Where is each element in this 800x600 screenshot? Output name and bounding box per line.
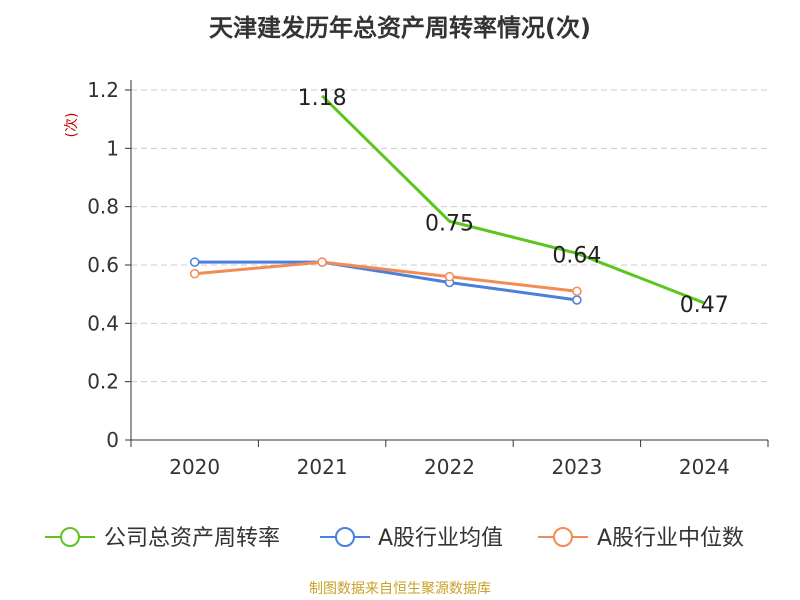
- data-point: [572, 295, 582, 305]
- x-tick-label: 2023: [551, 455, 602, 479]
- y-tick-label: 0.2: [87, 370, 119, 394]
- data-point: [189, 269, 200, 279]
- series-line-2: [194, 260, 578, 293]
- series-line-0: [321, 94, 705, 305]
- x-tick-label: 2022: [424, 455, 475, 479]
- data-label: 0.47: [680, 293, 729, 318]
- legend-marker: [60, 527, 80, 547]
- data-point: [189, 257, 200, 267]
- y-tick-label: 0: [106, 428, 119, 452]
- legend-label: 公司总资产周转率: [104, 526, 280, 551]
- legend-marker: [553, 527, 573, 547]
- data-point: [444, 271, 455, 282]
- data-point: [572, 286, 582, 296]
- y-tick-label: 1: [106, 136, 119, 160]
- legend-label: A股行业均值: [378, 526, 503, 551]
- legend-label: A股行业中位数: [597, 526, 744, 551]
- data-point: [317, 257, 327, 267]
- x-tick-label: 2020: [169, 455, 220, 479]
- series-line-1: [194, 260, 578, 302]
- source-footer: 制图数据来自恒生聚源数据库: [309, 581, 491, 597]
- data-label: 1.18: [298, 86, 347, 111]
- x-tick-label: 2024: [679, 455, 730, 479]
- data-label: 0.64: [552, 243, 601, 268]
- y-tick-label: 0.8: [87, 195, 119, 219]
- data-label: 0.75: [425, 211, 474, 236]
- chart-title: 天津建发历年总资产周转率情况(次): [209, 14, 591, 42]
- x-tick-label: 2021: [297, 455, 348, 479]
- y-axis-label: (次): [64, 113, 80, 138]
- y-tick-label: 1.2: [87, 78, 119, 102]
- legend-marker: [335, 527, 355, 547]
- y-tick-label: 0.4: [87, 311, 119, 335]
- y-tick-label: 0.6: [87, 253, 119, 277]
